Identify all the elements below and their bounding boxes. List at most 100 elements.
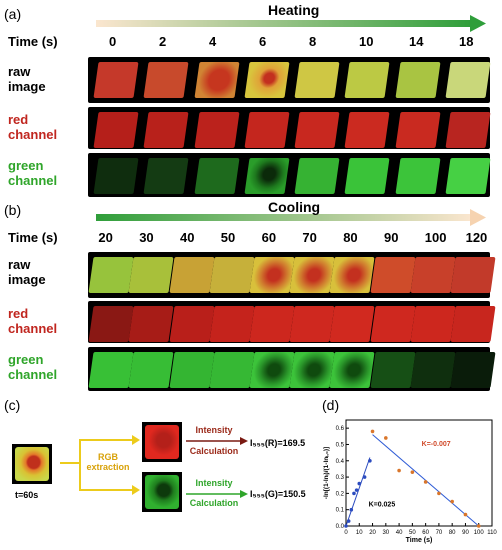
k-cooling-label: K=-0.007 — [422, 441, 451, 448]
heating-time-6: 14 — [409, 34, 424, 49]
fit-line-0 — [345, 457, 371, 527]
raw-image-label-b: raw image — [8, 257, 46, 287]
red-tile-a-6 — [395, 112, 441, 148]
x-tick-label-11: 110 — [487, 530, 497, 536]
cooling-point-2 — [397, 468, 401, 473]
red-channel-image — [142, 422, 182, 462]
x-tick-label-8: 80 — [449, 530, 456, 536]
cooling-point-5 — [437, 491, 441, 496]
cooling-point-6 — [450, 499, 454, 504]
red-tile-a-7 — [445, 112, 491, 148]
rgb-extraction-label: RGB extraction — [86, 452, 130, 472]
red-tile-b-5 — [289, 306, 335, 342]
green-tile-a-1 — [143, 158, 189, 194]
raw-tile-a-7 — [445, 62, 491, 98]
heating-time-7: 18 — [459, 34, 474, 49]
green-channel-label-b: green channel — [8, 352, 58, 382]
cooling-time-0: 20 — [98, 230, 113, 245]
cooling-point-0 — [370, 429, 375, 434]
green-tile-a-7 — [445, 158, 491, 194]
raw-tile-b-7 — [369, 257, 416, 293]
cooling-point-8 — [476, 524, 481, 528]
raw-tile-a-5 — [344, 62, 390, 98]
x-tick-label-7: 70 — [436, 530, 443, 536]
red-strip-b — [88, 301, 496, 343]
x-tick-label-1: 10 — [356, 530, 363, 536]
cooling-point-7 — [463, 512, 468, 517]
red-tile-a-5 — [344, 112, 390, 148]
green-tile-b-2 — [168, 352, 215, 388]
kinetics-chart: 0 10 20 30 40 50 60 70 80 90 100 110 0.0 0.1 0.2 0.3 0.4… — [323, 419, 497, 544]
k-heating-label: K=0.025 — [369, 501, 396, 508]
heating-time-3: 6 — [259, 34, 267, 49]
time-label-a: Time (s) — [8, 34, 58, 49]
intensity-calc-green: Intensity — [195, 478, 233, 488]
green-channel-image — [142, 472, 182, 512]
raw-tile-b-2 — [168, 257, 215, 293]
red-calc-arrow — [186, 437, 248, 445]
green-strip-a — [88, 153, 491, 197]
raw-tile-b-8 — [410, 257, 456, 293]
green-tile-b-3 — [209, 352, 255, 388]
heating-point-2 — [349, 507, 354, 512]
panel-b-label: (b) — [4, 202, 22, 218]
heating-time-4: 8 — [309, 34, 317, 49]
green-tile-b-0 — [88, 352, 134, 388]
heating-arrow — [96, 15, 486, 32]
raw-tile-a-6 — [395, 62, 441, 98]
raw-tile-a-2 — [194, 62, 240, 98]
cooling-time-6: 80 — [343, 230, 358, 245]
cooling-time-9: 120 — [465, 230, 488, 245]
result-green: I₅₅₅(G)=150.5 — [250, 489, 306, 499]
heating-point-0 — [344, 524, 348, 528]
cooling-point-3 — [410, 470, 415, 474]
green-tile-a-4 — [294, 158, 340, 194]
red-tile-b-4 — [249, 306, 295, 342]
x-tick-label-2: 20 — [369, 530, 376, 536]
raw-strip-a — [88, 57, 491, 103]
red-tile-a-3 — [244, 112, 290, 148]
y-tick-label-5: 0.5 — [336, 442, 345, 448]
y-tick-label-0: 0.0 — [336, 524, 345, 530]
raw-tile-a-0 — [93, 62, 139, 98]
x-tick-label-3: 30 — [382, 530, 389, 536]
y-axis-label: -ln[(1-lnᵢ)/(1-lnᵢ,₀)] — [323, 447, 330, 499]
green-tile-a-3 — [244, 158, 290, 194]
heating-time-0: 0 — [109, 34, 117, 49]
raw-image-label-a: raw image — [8, 64, 46, 94]
red-tile-b-0 — [88, 306, 134, 342]
green-tile-b-5 — [289, 352, 335, 388]
intensity-calc-red: Intensity — [195, 425, 233, 435]
x-tick-label-9: 90 — [462, 530, 469, 536]
cooling-time-1: 30 — [139, 230, 154, 245]
cooling-point-4 — [423, 480, 428, 484]
heating-time-2: 4 — [209, 34, 217, 49]
red-tile-b-7 — [369, 306, 416, 342]
sample-time-label: t=60s — [15, 490, 39, 500]
red-channel-label-b: red channel — [8, 306, 58, 336]
cooling-time-3: 50 — [220, 230, 236, 245]
raw-tile-b-5 — [289, 257, 335, 293]
plot-frame — [345, 419, 493, 527]
red-tile-b-9 — [450, 306, 496, 342]
red-channel-label-a: red channel — [8, 112, 58, 142]
green-tile-b-8 — [410, 352, 456, 388]
red-tile-b-1 — [128, 306, 174, 342]
cooling-time-7: 90 — [384, 230, 399, 245]
heating-time-1: 2 — [159, 34, 167, 49]
intensity-calc-green-2: Calculation — [189, 498, 239, 508]
heating-point-6 — [362, 475, 367, 479]
y-tick-label-3: 0.3 — [336, 475, 345, 481]
red-tile-b-2 — [168, 306, 215, 342]
x-tick-label-4: 40 — [396, 530, 403, 536]
green-tile-b-1 — [128, 352, 174, 388]
x-tick-label-6: 60 — [422, 530, 429, 536]
raw-strip-b — [88, 252, 496, 298]
heating-point-5 — [357, 481, 362, 486]
green-strip-b — [88, 347, 496, 391]
green-tile-b-7 — [369, 352, 416, 388]
y-tick-label-1: 0.1 — [336, 508, 345, 514]
y-tick-label-6: 0.6 — [336, 426, 345, 432]
x-tick-label-5: 50 — [409, 530, 416, 536]
x-tick-label-10: 100 — [474, 530, 485, 536]
